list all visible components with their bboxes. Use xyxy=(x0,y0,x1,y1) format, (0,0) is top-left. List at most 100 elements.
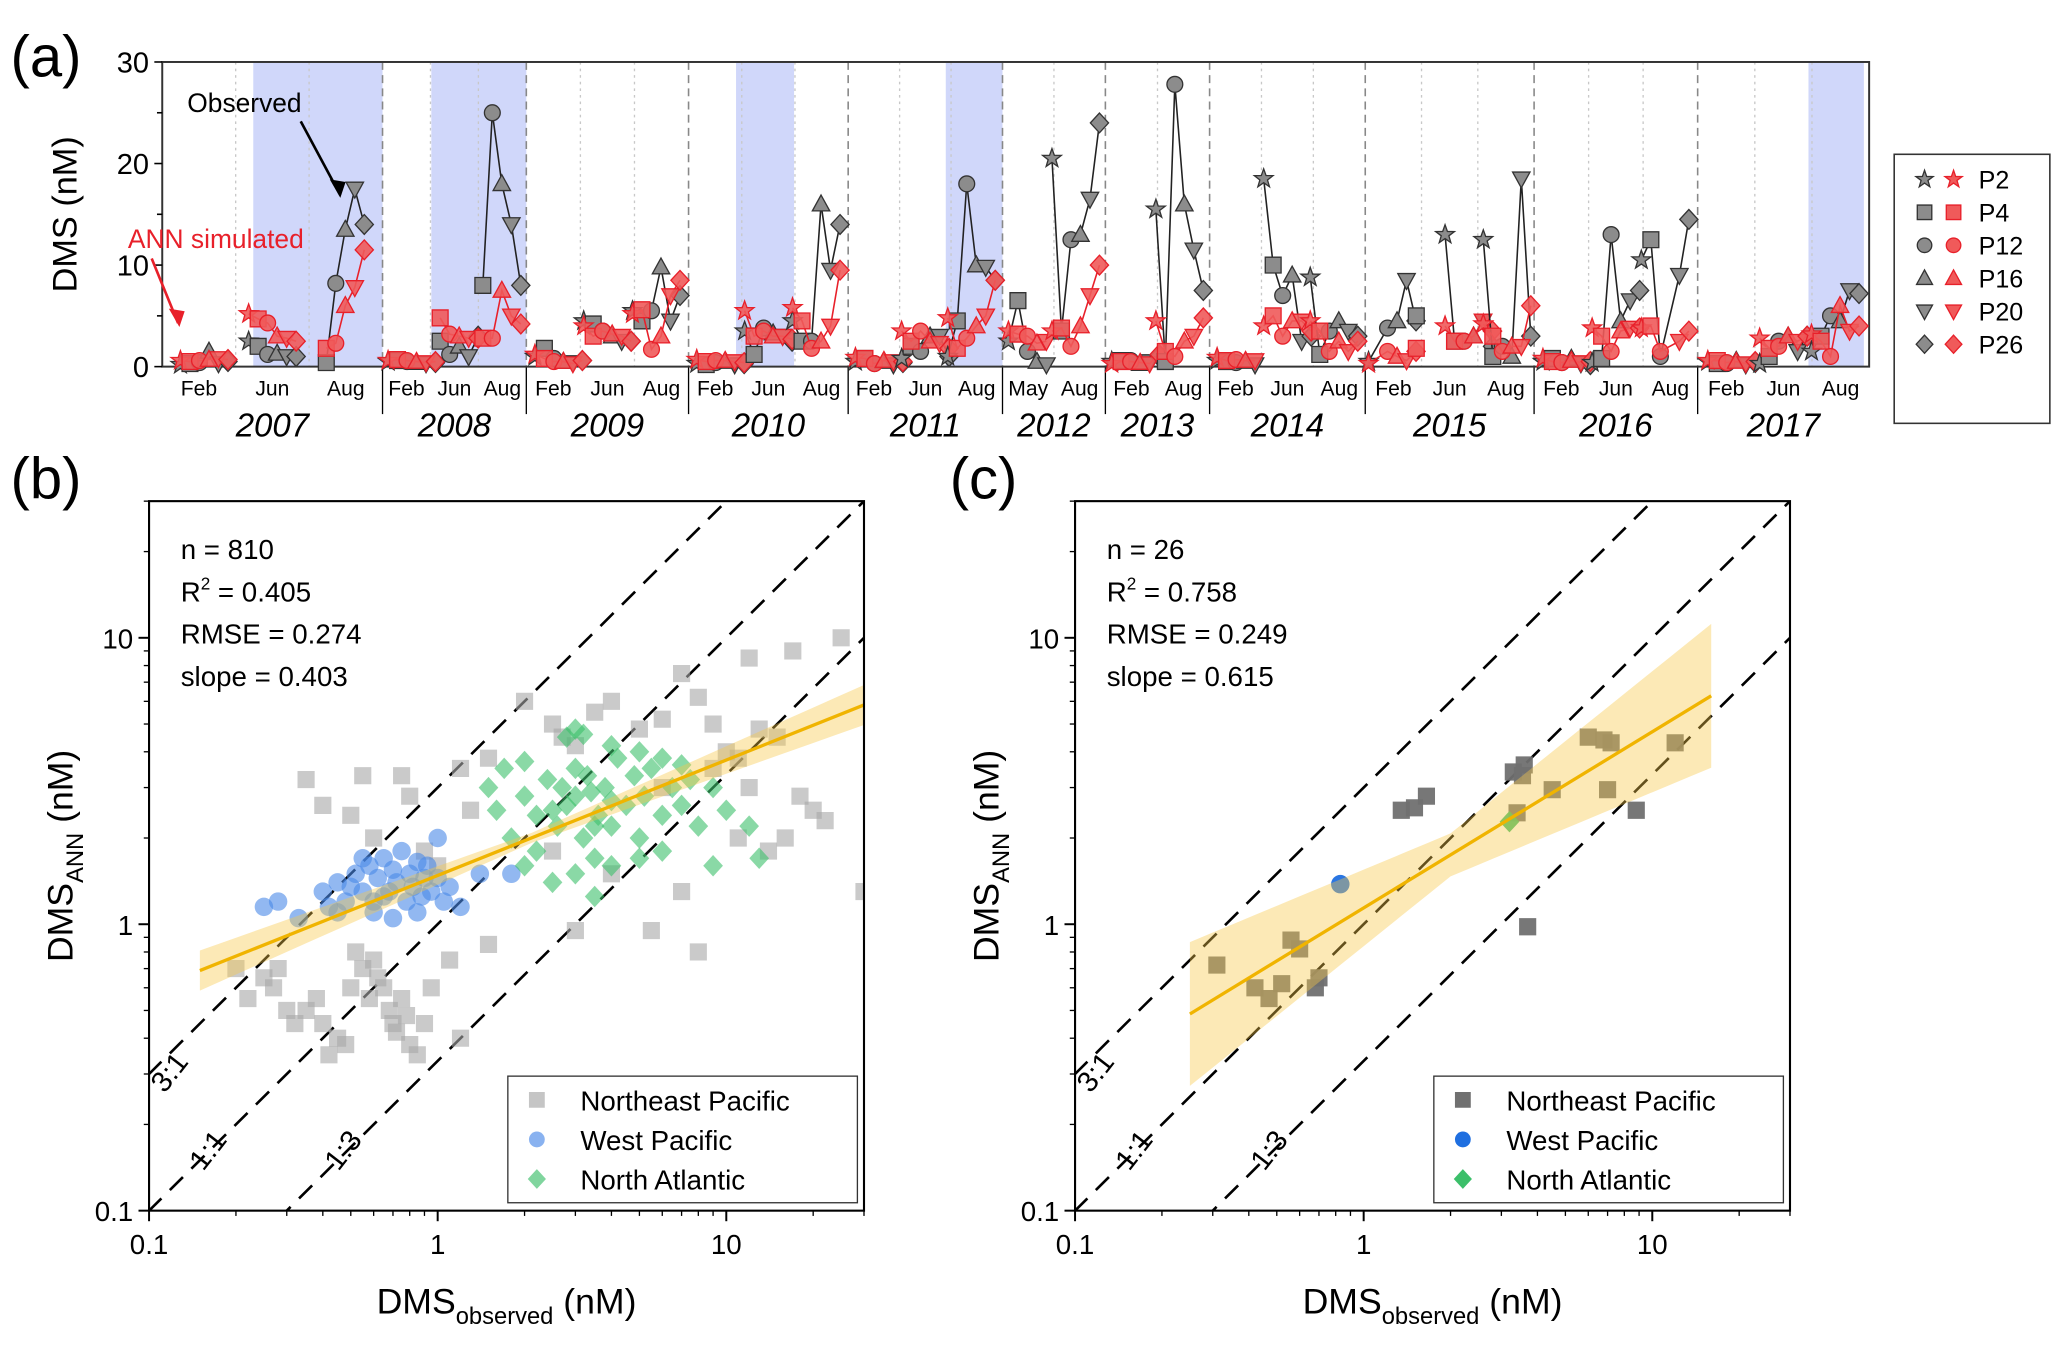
simulated-marker-p26 xyxy=(217,348,238,371)
data-point xyxy=(584,885,605,908)
y-tick-label: 1 xyxy=(118,910,133,941)
simulated-marker-p4 xyxy=(1264,307,1282,325)
simulated-marker-p4 xyxy=(1642,317,1660,335)
month-tick-label: Jun xyxy=(1433,378,1467,401)
data-point xyxy=(428,828,447,848)
simulated-marker-p12 xyxy=(1166,347,1184,365)
legend-label: P16 xyxy=(1979,266,2024,294)
simulated-marker-p16 xyxy=(1174,330,1195,349)
month-tick-label: Aug xyxy=(1061,378,1099,401)
simulated-marker-p26 xyxy=(669,269,690,292)
simulated-marker-p26 xyxy=(1678,320,1699,342)
observed-marker-p12 xyxy=(1602,226,1620,244)
data-point xyxy=(584,847,605,869)
data-point xyxy=(393,990,411,1008)
simulated-marker-p2 xyxy=(733,299,756,321)
legend: P2 P4 P12 P16 P20 P26 xyxy=(1893,153,2051,425)
observed-marker-p20 xyxy=(1036,357,1057,376)
observed-marker-p20 xyxy=(1080,191,1100,210)
data-point xyxy=(740,649,758,667)
data-point xyxy=(1208,956,1226,974)
observed-marker-p4 xyxy=(1407,307,1425,325)
simulated-marker-p2 xyxy=(781,295,804,318)
month-tick-label: Feb xyxy=(697,378,733,401)
data-point xyxy=(239,990,257,1008)
legend-observed-marker xyxy=(1915,268,1934,286)
data-point xyxy=(1602,734,1620,752)
data-point xyxy=(776,829,794,847)
data-point xyxy=(750,720,768,738)
observed-marker-p20 xyxy=(1669,267,1690,286)
observed-marker-p20 xyxy=(501,217,522,235)
observed-marker-p12 xyxy=(958,175,976,193)
observed-marker-p20 xyxy=(1396,272,1417,291)
plot-frame xyxy=(1073,500,1792,1212)
data-point xyxy=(1246,979,1264,997)
simulated-marker-p12 xyxy=(1821,347,1840,365)
simulated-marker-p16 xyxy=(492,279,512,298)
simulated-marker-p16 xyxy=(335,295,356,314)
month-tick-label: Jun xyxy=(751,378,785,401)
data-point xyxy=(461,801,480,819)
simulated-marker-p12 xyxy=(912,322,930,340)
data-point xyxy=(401,787,419,805)
data-point xyxy=(297,770,315,789)
data-point xyxy=(342,806,360,824)
year-label: 2017 xyxy=(1746,407,1822,444)
data-point xyxy=(314,1014,332,1033)
arrowhead-icon xyxy=(329,179,346,198)
reference-label: 1:1 xyxy=(1109,1125,1159,1176)
data-point xyxy=(346,864,365,884)
observed-marker-p26 xyxy=(286,345,307,368)
simulated-marker-p20 xyxy=(820,318,841,337)
y-tick-label: 1 xyxy=(1044,910,1059,941)
reference-line-1-3 xyxy=(1210,635,1790,1211)
simulated-marker-p4 xyxy=(1407,339,1425,357)
legend-marker xyxy=(1453,1169,1472,1189)
month-tick-label: Jun xyxy=(908,378,942,401)
observed-marker-p26 xyxy=(1089,112,1110,134)
data-point xyxy=(392,841,411,861)
data-point xyxy=(1513,767,1532,785)
y-axis-label: DMSANN (nM) xyxy=(41,750,90,962)
data-point xyxy=(584,815,605,837)
timeseries-panel: Feb Jun Aug 2007 Feb Jun Aug 2008 Feb Jun Aug 2009 F… xyxy=(47,48,2051,444)
data-point xyxy=(581,781,601,803)
data-point xyxy=(526,804,547,827)
regression-line xyxy=(199,703,864,973)
reference-label: 1:1 xyxy=(183,1125,233,1176)
simulated-marker-p26 xyxy=(572,349,593,372)
observed-marker-p16 xyxy=(651,256,671,275)
simulated-marker-p20 xyxy=(1036,333,1057,352)
legend-simulated-marker xyxy=(1945,237,1962,254)
data-point xyxy=(566,922,584,940)
data-point xyxy=(703,776,723,799)
month-tick-label: Aug xyxy=(803,378,841,401)
data-point xyxy=(577,764,598,787)
legend-observed-marker xyxy=(1916,204,1933,221)
data-point xyxy=(393,767,411,785)
plot-frame xyxy=(161,60,1871,368)
y-tick-label: 30 xyxy=(117,48,149,80)
observed-marker-p26 xyxy=(1193,279,1214,302)
month-tick-label: May xyxy=(1008,378,1048,401)
data-point xyxy=(486,799,507,821)
month-tick-label: Feb xyxy=(1113,378,1149,401)
data-point xyxy=(422,979,440,997)
annotation-observed: Observed xyxy=(187,88,301,118)
data-point xyxy=(586,703,604,721)
data-point xyxy=(479,749,498,767)
simulated-marker-p26 xyxy=(425,350,446,373)
y-tick-label: 0.1 xyxy=(95,1196,134,1227)
observed-marker-p2 xyxy=(1433,222,1457,245)
legend: Northeast Pacific West Pacific North Atlan… xyxy=(1433,1075,1785,1204)
simulated-marker-p20 xyxy=(1396,353,1417,372)
legend-frame xyxy=(507,1075,859,1204)
legend-label: P12 xyxy=(1979,233,2024,261)
reference-label: 3:1 xyxy=(145,1047,195,1098)
month-tick-label: Feb xyxy=(1708,378,1744,401)
data-point xyxy=(1260,990,1278,1008)
observed-marker-p2 xyxy=(1472,227,1495,250)
month-tick-label: Jun xyxy=(437,378,471,401)
observed-marker-p20 xyxy=(660,313,681,332)
